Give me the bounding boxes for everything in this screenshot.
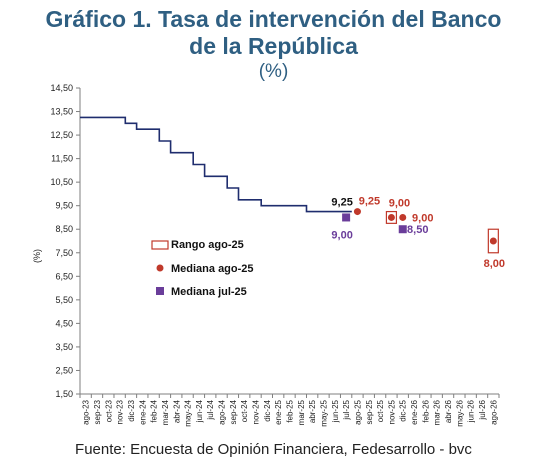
y-tick-label: 11,50 bbox=[51, 154, 73, 164]
data-label: 8,50 bbox=[407, 224, 428, 236]
x-tick-label: ago-25 bbox=[353, 399, 362, 424]
x-tick-label: ago-24 bbox=[218, 399, 227, 424]
data-label: 9,00 bbox=[412, 212, 433, 224]
data-label: 8,00 bbox=[484, 258, 505, 270]
x-tick-label: oct-25 bbox=[376, 399, 385, 422]
y-tick-label: 13,50 bbox=[50, 107, 73, 117]
legend-range-label: Rango ago-25 bbox=[171, 239, 244, 251]
x-tick-label: ene-26 bbox=[410, 399, 419, 424]
x-tick-label: ene-24 bbox=[138, 399, 147, 424]
x-tick-label: mar-26 bbox=[433, 399, 442, 425]
x-tick-label: abr-26 bbox=[444, 399, 453, 423]
x-tick-label: jun-26 bbox=[467, 399, 476, 423]
x-tick-label: dic-25 bbox=[399, 399, 408, 421]
x-tick-label: jul-26 bbox=[478, 399, 487, 420]
chart-title: Gráfico 1. Tasa de intervención del Banc… bbox=[0, 6, 547, 60]
chart-source: Fuente: Encuesta de Opinión Financiera, … bbox=[75, 441, 472, 458]
historical-rate-line bbox=[80, 116, 352, 213]
y-tick-label: 3,50 bbox=[55, 342, 73, 352]
data-label: 9,25 bbox=[331, 197, 352, 209]
x-tick-label: feb-25 bbox=[286, 399, 295, 422]
y-tick-label: 14,50 bbox=[50, 83, 73, 93]
data-label: 9,00 bbox=[389, 197, 410, 209]
x-tick-label: ene-25 bbox=[274, 399, 283, 424]
x-tick-label: abr-24 bbox=[172, 399, 181, 423]
x-tick-label: mar-24 bbox=[161, 399, 170, 425]
y-tick-label: 2,50 bbox=[55, 365, 73, 375]
range-box bbox=[487, 228, 499, 254]
x-tick-label: sep-23 bbox=[93, 399, 102, 424]
x-tick-label: jun-25 bbox=[331, 399, 340, 423]
x-tick-label: jul-24 bbox=[206, 399, 215, 420]
x-tick-label: may-24 bbox=[184, 399, 193, 426]
data-label: 9,25 bbox=[359, 196, 380, 208]
median-ago-point bbox=[387, 213, 395, 221]
legend-median-ago-swatch bbox=[156, 264, 164, 272]
y-axis-label: (%) bbox=[32, 249, 42, 263]
legend-median-jul-swatch bbox=[156, 287, 164, 295]
x-tick-label: sep-25 bbox=[365, 399, 374, 424]
x-tick-label: jul-25 bbox=[342, 399, 351, 420]
legend-median-ago-label: Mediana ago-25 bbox=[171, 263, 254, 275]
y-tick-label: 8,50 bbox=[55, 224, 73, 234]
x-tick-label: oct-23 bbox=[104, 399, 113, 422]
y-tick-label: 9,50 bbox=[55, 201, 73, 211]
data-label: 9,00 bbox=[331, 229, 352, 241]
range-box bbox=[385, 210, 398, 224]
median-ago-point bbox=[489, 237, 497, 245]
x-tick-label: mar-25 bbox=[297, 399, 306, 425]
x-tick-label: may-26 bbox=[455, 399, 464, 426]
x-tick-label: dic-24 bbox=[263, 399, 272, 421]
y-tick-label: 6,50 bbox=[55, 271, 73, 281]
x-tick-label: dic-23 bbox=[127, 399, 136, 421]
y-tick-label: 4,50 bbox=[55, 318, 73, 328]
median-jul-point bbox=[398, 225, 407, 234]
x-tick-label: feb-24 bbox=[150, 399, 159, 422]
x-tick-label: ago-23 bbox=[82, 399, 91, 424]
median-ago-point bbox=[399, 213, 407, 221]
x-tick-label: jun-24 bbox=[195, 399, 204, 423]
legend-median-jul-label: Mediana jul-25 bbox=[171, 286, 247, 298]
x-tick-label: feb-26 bbox=[421, 399, 430, 422]
x-tick-label: sep-24 bbox=[229, 399, 238, 424]
legend-range-swatch bbox=[151, 240, 169, 250]
y-tick-label: 5,50 bbox=[55, 295, 73, 305]
x-tick-label: may-25 bbox=[319, 399, 328, 426]
x-tick-label: abr-25 bbox=[308, 399, 317, 423]
x-tick-label: oct-24 bbox=[240, 399, 249, 422]
median-ago-point bbox=[353, 208, 361, 216]
y-tick-label: 12,50 bbox=[50, 130, 73, 140]
x-tick-label: ago-26 bbox=[489, 399, 498, 424]
y-tick-label: 7,50 bbox=[55, 248, 73, 258]
chart-subtitle: (%) bbox=[258, 61, 289, 82]
chart-title-line1: Gráfico 1. Tasa de intervención del Banc… bbox=[45, 6, 502, 32]
x-tick-label: nov-23 bbox=[116, 399, 125, 424]
median-jul-point bbox=[342, 213, 351, 222]
y-tick-label: 10,50 bbox=[50, 177, 73, 187]
chart-title-line2: de la República bbox=[189, 33, 358, 59]
x-tick-label: nov-25 bbox=[387, 399, 396, 424]
x-tick-label: nov-24 bbox=[252, 399, 261, 424]
y-tick-label: 1,50 bbox=[55, 389, 73, 399]
